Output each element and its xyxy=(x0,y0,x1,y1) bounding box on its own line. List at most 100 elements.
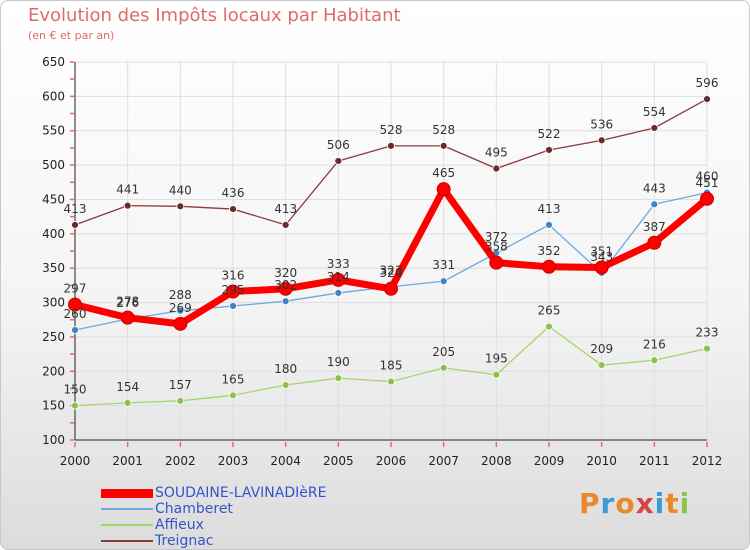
x-tick-label: 2011 xyxy=(639,454,670,468)
data-label: 154 xyxy=(116,380,139,394)
data-point xyxy=(334,374,343,383)
data-label: 495 xyxy=(485,146,508,160)
data-label: 440 xyxy=(169,183,192,197)
data-point xyxy=(387,141,395,150)
data-label: 387 xyxy=(643,220,666,234)
data-point xyxy=(281,297,290,306)
data-point xyxy=(176,202,185,211)
logo-letter: i xyxy=(654,487,666,520)
y-tick-label: 200 xyxy=(42,364,65,378)
data-label: 443 xyxy=(643,181,666,195)
data-point xyxy=(597,361,606,369)
legend-label: Affieux xyxy=(155,517,204,533)
data-point xyxy=(542,259,556,274)
data-label: 297 xyxy=(64,282,87,296)
data-point xyxy=(68,297,82,312)
data-label: 451 xyxy=(696,176,719,190)
legend-swatch xyxy=(101,508,153,510)
x-tick-label: 2002 xyxy=(165,454,196,468)
legend-label: Chamberet xyxy=(155,501,233,517)
x-tick-label: 2009 xyxy=(534,454,565,468)
x-tick-label: 2003 xyxy=(218,454,249,468)
data-label: 460 xyxy=(696,170,719,184)
y-tick-label: 550 xyxy=(42,124,65,138)
x-tick-label: 2008 xyxy=(481,454,512,468)
data-point xyxy=(334,289,343,297)
data-label: 331 xyxy=(432,258,455,272)
data-label: 320 xyxy=(380,266,403,280)
y-tick-label: 400 xyxy=(42,227,65,241)
x-tick-label: 2006 xyxy=(376,454,407,468)
data-label: 352 xyxy=(538,244,561,258)
data-label: 351 xyxy=(590,244,613,258)
logo-letter: o xyxy=(615,487,636,520)
data-label: 157 xyxy=(169,378,192,392)
data-label: 216 xyxy=(643,337,666,351)
data-point xyxy=(545,322,553,331)
data-label: 536 xyxy=(590,117,613,131)
data-label: 205 xyxy=(432,345,455,359)
data-label: 233 xyxy=(696,326,719,340)
data-label: 522 xyxy=(538,127,561,141)
data-label: 343 xyxy=(590,250,613,264)
data-label: 436 xyxy=(222,186,245,200)
y-tick-label: 100 xyxy=(42,433,65,447)
data-label: 185 xyxy=(380,359,403,373)
data-point xyxy=(700,191,714,206)
logo-letter: t xyxy=(665,487,680,520)
chart-axes: 100 150 200 250 300 350 400 450 500 550 600 650 2000… xyxy=(42,55,722,468)
data-point xyxy=(439,277,448,286)
data-point xyxy=(278,281,293,296)
data-label: 316 xyxy=(222,269,245,283)
data-point xyxy=(387,377,395,386)
data-label: 190 xyxy=(327,355,350,369)
data-point xyxy=(703,344,711,353)
data-point xyxy=(492,164,501,173)
data-point xyxy=(281,381,290,389)
data-point xyxy=(176,306,185,315)
data-point xyxy=(439,363,448,372)
legend-swatch xyxy=(101,488,153,498)
data-point xyxy=(489,255,504,270)
legend-label: Treignac xyxy=(155,533,214,549)
data-point xyxy=(334,157,343,165)
data-point xyxy=(545,220,553,229)
chart-data-labels: 413 441 440 436 413 506 528 528 495 522 536 554 596 1… xyxy=(64,76,719,397)
data-label: 165 xyxy=(222,372,245,386)
data-label: 150 xyxy=(64,383,87,397)
y-tick-label: 300 xyxy=(42,296,65,310)
logo-letter: P xyxy=(579,487,601,520)
data-point xyxy=(71,401,79,410)
x-tick-label: 2004 xyxy=(270,454,301,468)
x-tick-label: 2010 xyxy=(586,454,617,468)
data-label: 596 xyxy=(696,76,719,90)
data-label: 278 xyxy=(116,295,139,309)
data-label: 320 xyxy=(274,266,297,280)
legend-swatch xyxy=(101,524,153,526)
data-point xyxy=(647,235,662,250)
data-label: 288 xyxy=(169,288,192,302)
data-point xyxy=(650,124,659,132)
data-point xyxy=(173,316,188,331)
data-label: 441 xyxy=(116,183,139,197)
data-point xyxy=(650,356,659,365)
data-point xyxy=(229,302,237,310)
data-label: 314 xyxy=(327,270,350,284)
data-label: 195 xyxy=(485,352,508,366)
x-tick-label: 2001 xyxy=(112,454,143,468)
x-tick-label: 2007 xyxy=(428,454,459,468)
data-label: 358 xyxy=(485,240,508,254)
x-tick-label: 2005 xyxy=(323,454,354,468)
y-tick-label: 500 xyxy=(42,158,65,172)
data-point xyxy=(123,201,132,210)
data-label: 180 xyxy=(274,362,297,376)
data-point xyxy=(229,205,237,213)
data-label: 413 xyxy=(538,202,561,216)
logo-letter: r xyxy=(600,487,616,520)
data-point xyxy=(281,220,290,229)
data-label: 295 xyxy=(222,283,245,297)
data-label: 372 xyxy=(485,230,508,244)
data-point xyxy=(120,310,135,325)
data-label: 413 xyxy=(64,202,87,216)
